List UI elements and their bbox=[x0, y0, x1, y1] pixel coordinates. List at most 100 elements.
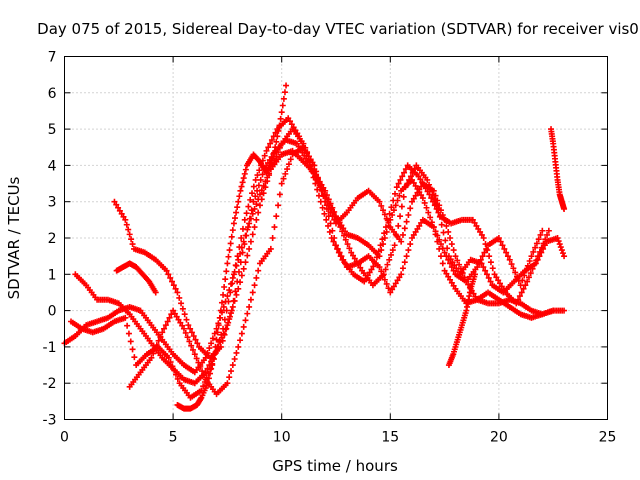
data-point bbox=[339, 228, 346, 235]
data-point bbox=[123, 221, 130, 228]
data-point bbox=[256, 167, 263, 174]
data-point bbox=[260, 190, 267, 197]
data-point bbox=[247, 296, 254, 303]
data-point bbox=[225, 298, 232, 305]
data-point bbox=[535, 236, 542, 243]
data-point bbox=[208, 365, 215, 372]
data-point bbox=[170, 282, 177, 289]
data-point bbox=[165, 354, 172, 361]
data-point bbox=[313, 168, 320, 175]
data-point bbox=[220, 325, 227, 332]
data-point bbox=[263, 147, 270, 154]
data-point bbox=[407, 173, 414, 180]
data-point bbox=[487, 278, 494, 285]
data-point bbox=[424, 188, 431, 195]
data-point bbox=[238, 235, 245, 241]
data-point bbox=[233, 349, 240, 356]
data-point bbox=[241, 241, 248, 248]
data-point bbox=[190, 333, 197, 340]
data-point bbox=[483, 271, 490, 278]
data-point bbox=[389, 247, 396, 254]
data-point bbox=[399, 173, 406, 180]
data-point bbox=[236, 244, 243, 251]
data-point bbox=[210, 356, 217, 362]
data-point bbox=[559, 250, 566, 257]
data-point bbox=[224, 322, 231, 329]
data-point bbox=[338, 253, 345, 260]
data-point bbox=[293, 140, 300, 147]
data-point bbox=[379, 236, 386, 243]
data-point bbox=[337, 224, 344, 231]
data-point bbox=[447, 276, 454, 283]
data-point bbox=[223, 307, 230, 314]
data-point bbox=[127, 338, 134, 345]
data-point bbox=[434, 232, 441, 239]
data-point bbox=[396, 192, 403, 199]
y-tick-label: 7 bbox=[48, 50, 57, 66]
data-point bbox=[265, 144, 272, 151]
data-point bbox=[228, 310, 235, 317]
data-point bbox=[153, 342, 160, 349]
data-point bbox=[233, 209, 240, 216]
data-point bbox=[504, 253, 511, 260]
data-point bbox=[268, 136, 275, 143]
data-point bbox=[457, 265, 464, 272]
data-point bbox=[414, 189, 421, 196]
data-point bbox=[245, 203, 252, 210]
data-point bbox=[448, 279, 455, 286]
data-point bbox=[227, 289, 234, 296]
data-point bbox=[172, 371, 179, 378]
data-point bbox=[532, 244, 539, 251]
data-point bbox=[438, 221, 445, 228]
data-point bbox=[405, 247, 412, 254]
y-tick-label: 6 bbox=[48, 86, 57, 102]
data-point bbox=[396, 274, 403, 281]
data-point bbox=[235, 343, 242, 350]
data-point bbox=[246, 245, 253, 252]
data-point bbox=[129, 241, 136, 248]
data-point bbox=[262, 184, 269, 191]
data-point bbox=[351, 255, 358, 262]
data-point bbox=[305, 153, 312, 160]
data-point bbox=[235, 268, 242, 275]
data-point bbox=[126, 231, 133, 238]
data-point bbox=[510, 265, 517, 272]
data-point bbox=[515, 296, 522, 303]
chart-title: Day 075 of 2015, Sidereal Day-to-day VTE… bbox=[37, 20, 639, 38]
data-point bbox=[316, 180, 323, 187]
data-point bbox=[250, 198, 257, 205]
data-point bbox=[450, 247, 457, 254]
y-tick-label: -3 bbox=[43, 413, 57, 429]
data-point bbox=[279, 102, 286, 109]
data-point bbox=[311, 162, 318, 169]
data-point bbox=[131, 354, 138, 361]
data-point bbox=[251, 282, 258, 289]
plot-frame bbox=[64, 56, 608, 420]
data-point bbox=[423, 204, 430, 211]
data-point bbox=[443, 253, 450, 260]
data-point bbox=[561, 253, 568, 260]
data-point bbox=[254, 187, 261, 194]
data-point bbox=[193, 355, 200, 362]
data-point bbox=[477, 228, 484, 235]
data-point bbox=[445, 256, 452, 263]
data-point bbox=[216, 314, 223, 321]
data-point bbox=[294, 130, 301, 137]
data-point bbox=[267, 140, 274, 147]
data-point bbox=[436, 236, 443, 243]
y-axis-label: SDTVAR / TECUs bbox=[5, 176, 23, 299]
data-point bbox=[416, 186, 423, 193]
data-point bbox=[561, 205, 568, 212]
data-point bbox=[300, 144, 307, 151]
data-point bbox=[392, 280, 399, 287]
data-point bbox=[456, 261, 463, 268]
data-point bbox=[227, 240, 234, 247]
data-point bbox=[433, 205, 440, 212]
data-point bbox=[414, 225, 421, 232]
x-axis-label: GPS time / hours bbox=[272, 457, 398, 475]
data-point bbox=[322, 198, 329, 205]
data-point bbox=[273, 213, 280, 220]
data-point bbox=[555, 238, 562, 245]
data-point bbox=[273, 153, 280, 160]
